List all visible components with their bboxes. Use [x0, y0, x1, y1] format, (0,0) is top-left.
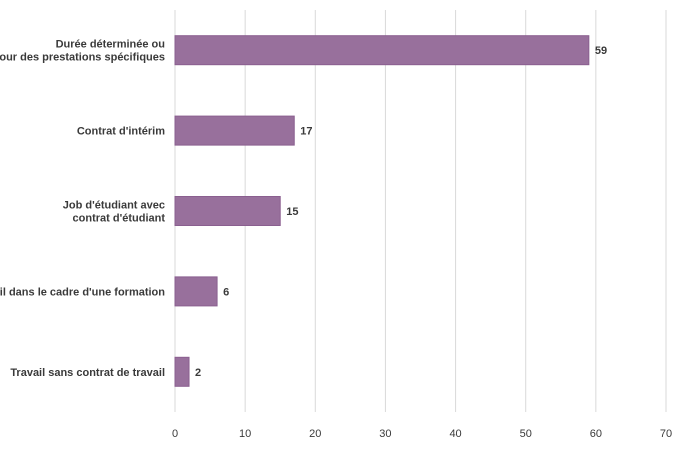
category-label: Contrat d'intérim: [77, 126, 165, 138]
bar: [174, 196, 281, 226]
bar: [174, 35, 590, 66]
x-tick-label: 10: [239, 428, 251, 440]
data-label: 2: [195, 367, 201, 379]
category-label: Travail sans contrat de travail: [10, 367, 165, 379]
bar: [174, 356, 190, 387]
x-axis-tick-labels: 0 10 20 30 40 50 60 70: [172, 428, 672, 440]
x-tick-label: 60: [590, 428, 602, 440]
data-label: 15: [286, 206, 298, 218]
bar: [174, 115, 295, 146]
category-label: Travail dans le cadre d'une formation: [0, 286, 165, 298]
bars: [174, 35, 590, 387]
x-tick-label: 50: [520, 428, 532, 440]
x-tick-label: 20: [309, 428, 321, 440]
data-label: 6: [223, 286, 229, 298]
data-label: 17: [300, 126, 312, 138]
bar: [174, 276, 218, 307]
x-tick-label: 0: [172, 428, 178, 440]
category-label: Durée déterminée ou pour des prestations …: [0, 39, 165, 64]
data-label: 59: [595, 45, 607, 57]
gridlines: [174, 10, 667, 412]
value-labels: 59 17 15 6 2: [195, 45, 607, 379]
x-tick-label: 30: [379, 428, 391, 440]
x-tick-label: 70: [660, 428, 672, 440]
category-labels: Durée déterminée ou pour des prestations …: [0, 39, 165, 379]
category-label: Job d'étudiant avec contrat d'étudiant: [63, 200, 166, 225]
x-tick-label: 40: [449, 428, 461, 440]
